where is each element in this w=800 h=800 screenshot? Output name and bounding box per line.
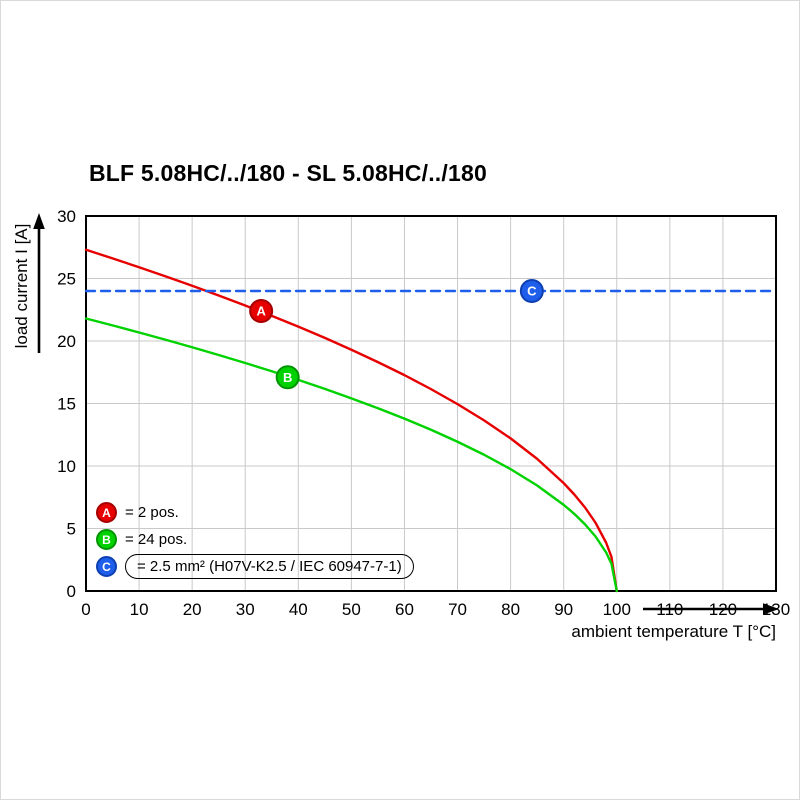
marker-b: [275, 365, 300, 390]
x-tick-label: 60: [395, 600, 414, 619]
marker-b-label: B: [283, 370, 292, 385]
y-tick-label: 5: [67, 520, 76, 539]
y-tick-label: 20: [57, 332, 76, 351]
series-a-marker: A: [96, 502, 117, 523]
legend-item-a: A = 2 pos.: [96, 499, 414, 526]
legend-label-a: = 2 pos.: [125, 504, 179, 521]
chart-title: BLF 5.08HC/../180 - SL 5.08HC/../180: [89, 160, 487, 186]
x-tick-label: 80: [501, 600, 520, 619]
y-tick-label: 25: [57, 270, 76, 289]
y-tick-label: 10: [57, 457, 76, 476]
legend-item-b: B = 24 pos.: [96, 526, 414, 553]
series-c-marker: C: [96, 556, 117, 577]
x-tick-label: 40: [289, 600, 308, 619]
x-axis-arrow-head: [763, 603, 779, 615]
chart-legend: A = 2 pos. B = 24 pos. C = 2.5 mm² (H07V…: [96, 499, 414, 580]
legend-label-b: = 24 pos.: [125, 531, 188, 548]
marker-c: [519, 279, 544, 303]
x-tick-label: 70: [448, 600, 467, 619]
x-axis-label: ambient temperature T [°C]: [571, 622, 776, 641]
marker-a-label: A: [256, 304, 266, 319]
x-tick-label: 100: [603, 600, 631, 619]
y-axis-arrow-head: [33, 213, 45, 229]
series-b-marker: B: [96, 529, 117, 550]
series-b-curve: [84, 317, 618, 593]
x-tick-label: 30: [236, 600, 255, 619]
x-tick-label: 10: [130, 600, 149, 619]
series-a-curve: [84, 248, 618, 593]
y-tick-label: 0: [67, 582, 76, 601]
x-tick-label: 20: [183, 600, 202, 619]
y-tick-label: 15: [57, 395, 76, 414]
x-tick-label: 0: [81, 600, 90, 619]
y-axis-label: load current I [A]: [12, 223, 31, 349]
marker-a: [249, 299, 274, 323]
x-tick-label: 50: [342, 600, 361, 619]
y-tick-label: 30: [57, 207, 76, 226]
plot-frame: [85, 215, 777, 592]
marker-c-label: C: [527, 284, 537, 299]
x-tick-label: 90: [554, 600, 573, 619]
legend-label-c: = 2.5 mm² (H07V-K2.5 / IEC 60947-7-1): [125, 554, 414, 579]
legend-item-c: C = 2.5 mm² (H07V-K2.5 / IEC 60947-7-1): [96, 553, 414, 580]
